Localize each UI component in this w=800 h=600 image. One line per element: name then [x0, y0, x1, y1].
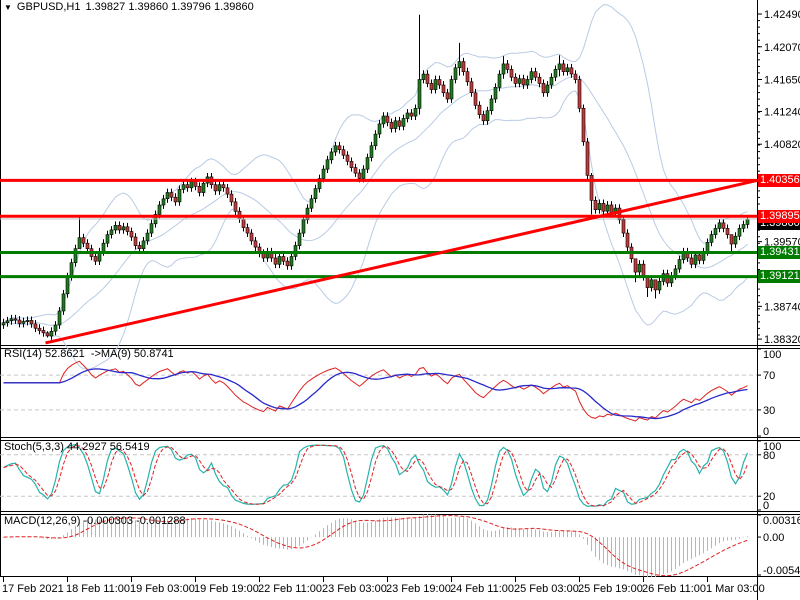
overlay-lines[interactable] [0, 178, 760, 345]
rsi-scale-label: 30 [763, 405, 775, 417]
ohlc-values: 1.39827 1.39860 1.39796 1.39860 [85, 1, 254, 13]
rsi-scale-label: 100 [763, 349, 781, 361]
rsi-scale: 100 70 30 0 [757, 348, 781, 438]
stoch-d-line [3, 444, 748, 507]
stoch-k-line [3, 443, 749, 508]
time-axis-label: 25 Feb 03:00 [514, 583, 579, 595]
rsi-scale-label: 0 [763, 426, 769, 438]
price-axis-label: 1.40820 [764, 139, 800, 151]
panel-borders [0, 0, 800, 577]
time-axis-label: 26 Feb 11:00 [642, 583, 706, 595]
time-axis-label: 1 Mar 03:00 [706, 583, 765, 595]
rsi-ma-line [3, 368, 748, 420]
price-axis-label: 1.42070 [764, 42, 800, 54]
stoch-lines [3, 443, 749, 508]
stoch-indicator-label: Stoch(5,3,3) 44.2927 56.5419 [4, 441, 150, 453]
macd-signal-line [3, 515, 748, 577]
time-axis-label: 19 Feb 19:00 [194, 583, 259, 595]
rsi-line [3, 360, 748, 422]
rsi-scale-label: 70 [763, 370, 775, 382]
time-axis[interactable]: 17 Feb 2021 18 Feb 11:00 19 Feb 03:00 19 Fe… [2, 577, 765, 595]
macd-scale-label: -0.005445 [763, 565, 800, 577]
price-axis-label: 1.41240 [764, 106, 800, 118]
time-axis-label: 23 Feb 03:00 [322, 583, 387, 595]
rsi-lines [3, 360, 748, 422]
stoch-scale-label: 80 [763, 450, 775, 462]
price-axis-label: 1.38740 [764, 301, 800, 313]
macd-scale-label: 0.003168 [763, 515, 800, 527]
time-axis-label: 17 Feb 2021 [2, 583, 64, 595]
symbol-period-label: GBPUSD,H1 [16, 1, 81, 13]
time-axis-label: 18 Feb 11:00 [66, 583, 130, 595]
time-axis-label: 25 Feb 19:00 [578, 583, 643, 595]
price-scale[interactable]: 1.42490 1.42070 1.41650 1.41240 1.40820 1.395… [757, 9, 800, 346]
price-axis-label: 1.38320 [764, 334, 800, 346]
price-badge-support-upper: 1.39431 [758, 246, 800, 259]
time-axis-label: 22 Feb 11:00 [258, 583, 322, 595]
rsi-indicator-label: RSI(14) 52.8621 ->MA(9) 50.8741 [4, 348, 174, 360]
price-badge-support-lower: 1.39121 [758, 270, 800, 284]
price-badge-resistance-lower: 1.39895 [758, 209, 800, 223]
candlesticks[interactable] [1, 14, 750, 340]
ascending-trendline[interactable] [45, 178, 760, 345]
stoch-scale-label: 0 [763, 500, 769, 512]
macd-indicator-label: MACD(12,26,9) -0.000303 -0.001288 [4, 515, 186, 527]
price-badge-resistance-upper: 1.40356 [758, 173, 800, 187]
stoch-level-lines [0, 454, 757, 497]
price-axis-label: 1.41650 [764, 75, 800, 87]
symbol-dropdown-icon[interactable]: ▼ [4, 2, 12, 12]
macd-signal [3, 515, 748, 577]
macd-scale-label: 0.00 [763, 532, 784, 544]
stoch-scale-label: 100 [763, 441, 781, 453]
time-axis-label: 23 Feb 19:00 [386, 583, 451, 595]
rsi-level-lines [0, 374, 757, 411]
price-axis-label: 1.39570 [764, 237, 800, 249]
macd-scale: 0.003168 0.00 -0.005445 [757, 514, 800, 577]
time-axis-label: 19 Feb 03:00 [130, 583, 195, 595]
bollinger-bands [3, 4, 748, 370]
chart-title-bar: ▼ GBPUSD,H1 1.39827 1.39860 1.39796 1.39… [4, 1, 254, 13]
time-axis-label: 24 Feb 11:00 [450, 583, 514, 595]
stoch-scale-label: 20 [763, 491, 775, 503]
price-axis-label: 1.42490 [764, 9, 800, 21]
